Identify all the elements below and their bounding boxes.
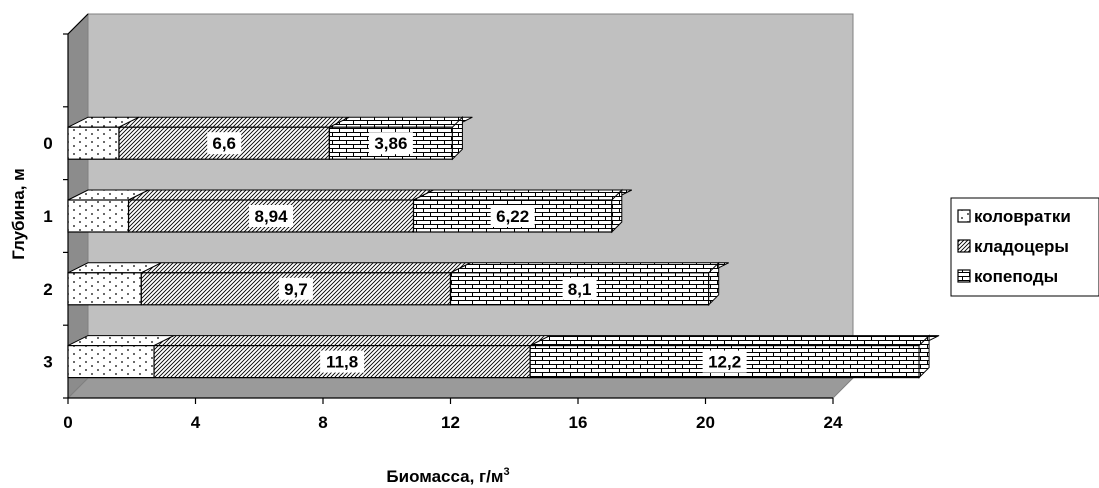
bar-top-face [413, 189, 633, 201]
x-tick-label: 8 [318, 413, 327, 432]
legend: коловратки кладоцеры копеподы [950, 197, 1099, 297]
data-label: 8,94 [254, 207, 288, 226]
bar-segment-коловратки [67, 189, 149, 233]
bar [67, 126, 120, 160]
bar-row-depth-2 [67, 261, 729, 307]
data-label-bg [278, 277, 313, 300]
legend-swatch-кладоцеры [957, 239, 971, 253]
data-labels: 6,6 3,86 8,94 6,22 9,7 8,1 11,8 12,2 [207, 132, 747, 373]
bar-top-face [529, 335, 940, 347]
data-label: 8,1 [568, 280, 592, 299]
y-axis-title: Глубина, м [9, 168, 28, 260]
data-label-bg [562, 277, 597, 300]
data-label-bg [320, 350, 365, 373]
bar-side-face [611, 188, 623, 234]
bar-row-depth-3 [67, 334, 940, 379]
category-labels: 0 1 2 3 [43, 134, 52, 371]
data-label: 9,7 [284, 280, 308, 299]
plot-floor [66, 377, 855, 399]
data-label-bg [207, 132, 242, 155]
x-tick-label: 24 [824, 413, 843, 432]
bar-top-face [118, 116, 350, 128]
data-label: 11,8 [326, 353, 358, 372]
data-label-bg [702, 350, 747, 373]
bar [67, 345, 155, 379]
bar-row-depth-1 [67, 188, 633, 234]
bar-top-face [128, 189, 434, 201]
x-tick-label: 16 [569, 413, 588, 432]
bar-top-face [141, 262, 471, 274]
x-axis-ticks: 0 4 8 12 16 20 24 [63, 398, 843, 432]
y-tick-label: 2 [43, 280, 52, 299]
legend-label: кладоцеры [974, 237, 1069, 256]
y-tick-label: 0 [43, 134, 52, 153]
bar-side-face [451, 115, 463, 161]
legend-box [950, 197, 1099, 297]
y-tick-label: 3 [43, 353, 52, 372]
data-label-bg [249, 205, 294, 227]
x-tick-label: 0 [63, 413, 72, 432]
x-tick-label: 20 [696, 413, 715, 432]
x-tick-label: 12 [441, 413, 460, 432]
data-label: 12,2 [708, 353, 741, 372]
y-axis-depth [67, 13, 89, 35]
data-label-bg [490, 205, 535, 227]
bar-segment-коловратки [67, 262, 162, 306]
data-label: 6,22 [496, 207, 529, 226]
legend-label: копеподы [974, 267, 1058, 286]
bar-top-face [329, 116, 473, 128]
legend-swatch-копеподы [957, 269, 971, 283]
x-tick-label: 4 [191, 413, 201, 432]
bar-top-face [450, 262, 729, 274]
legend-label: коловратки [974, 207, 1071, 226]
bar-side-face [918, 334, 930, 379]
bar-segment-коловратки [67, 335, 175, 379]
bar-top-face [153, 335, 551, 347]
bar-side-face [708, 261, 720, 307]
legend-swatch-коловратки [957, 209, 971, 223]
bar [67, 272, 142, 306]
data-label: 3,86 [374, 134, 407, 153]
bar-segment-коловратки [67, 116, 140, 160]
data-label-bg [368, 132, 413, 155]
y-tick-label: 1 [43, 207, 52, 226]
data-label: 6,6 [212, 134, 236, 153]
bar [67, 199, 130, 233]
y-axis-ticks [63, 33, 68, 399]
x-axis-title: Биомасса, г/м3 [386, 466, 509, 486]
